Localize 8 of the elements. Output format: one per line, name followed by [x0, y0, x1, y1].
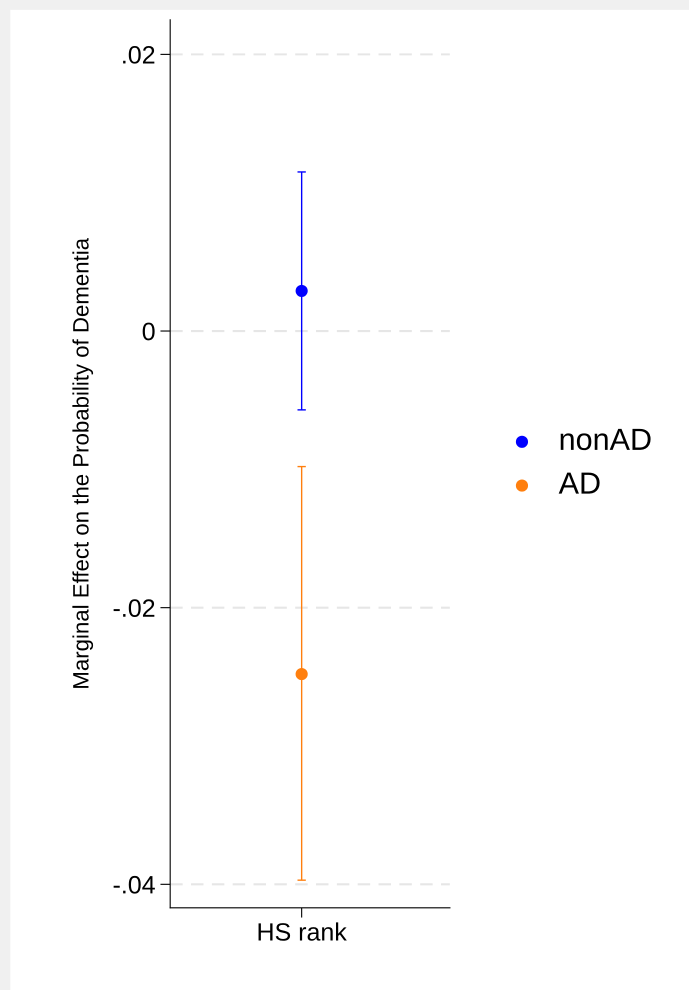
y-tick-label: .02 [123, 46, 154, 64]
y-tick-label: -.04 [114, 876, 155, 894]
x-tick-label: HS rank [258, 922, 347, 941]
y-tick-label: 0 [142, 322, 155, 340]
legend-label: AD [558, 472, 600, 494]
y-tick-label: -.02 [114, 599, 154, 617]
y-axis-title: Marginal Effect on the Probability of Dementia [72, 238, 94, 688]
legend-label: nonAD [560, 428, 651, 450]
